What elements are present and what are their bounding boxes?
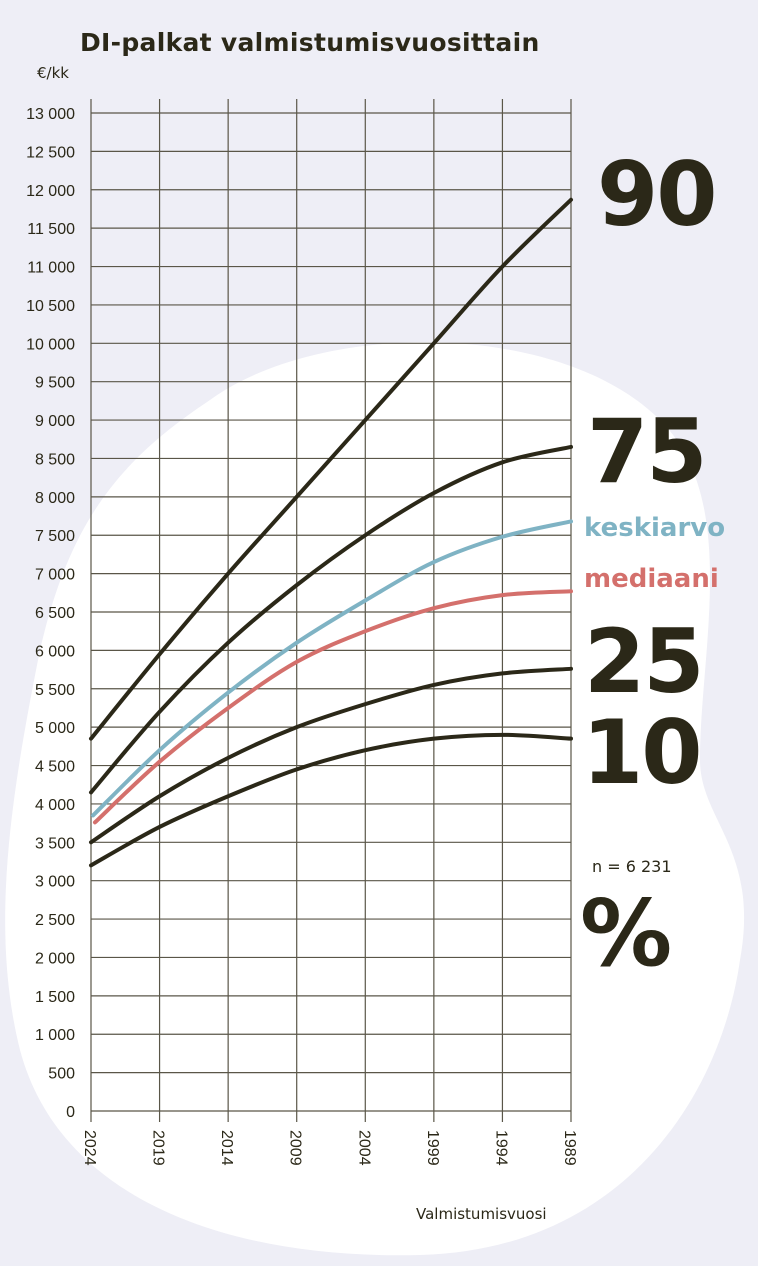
y-tick-label: 5 000 (35, 720, 75, 737)
y-tick-label: 3 000 (35, 874, 75, 891)
sample-size: n = 6 231 (592, 857, 672, 876)
y-tick-label: 2 500 (35, 912, 75, 929)
y-tick-label: 4 500 (35, 759, 75, 776)
x-tick-label: 1989 (561, 1130, 578, 1166)
x-tick-label: 2024 (81, 1130, 98, 1166)
series-line-90 (89, 197, 573, 741)
y-tick-label: 1 500 (35, 989, 75, 1006)
x-tick-label: 2014 (218, 1130, 235, 1166)
series-line-mediaani (93, 589, 573, 825)
y-tick-label: 11 000 (27, 260, 75, 277)
y-tick-label: 13 000 (26, 106, 75, 123)
x-tick-label: 2004 (355, 1130, 372, 1166)
y-tick-label: 12 000 (26, 183, 75, 200)
y-tick-label: 12 500 (26, 144, 75, 161)
y-tick-label: 9 000 (35, 413, 75, 430)
y-tick-label: 8 500 (35, 451, 75, 468)
percent-sign: % (580, 880, 673, 987)
y-tick-label: 10 000 (26, 336, 75, 353)
x-axis-label: Valmistumisvuosi (416, 1205, 547, 1223)
x-tick-label: 2019 (150, 1130, 167, 1166)
x-tick-label: 2009 (287, 1130, 304, 1166)
y-tick-label: 4 000 (35, 797, 75, 814)
y-tick-label: 9 500 (35, 375, 75, 392)
y-tick-label: 10 500 (26, 298, 75, 315)
y-tick-label: 5 500 (35, 682, 75, 699)
chart-title: DI-palkat valmistumisvuosittain (80, 28, 540, 57)
y-tick-label: 2 000 (35, 950, 75, 967)
y-axis-unit: €/kk (37, 64, 69, 82)
y-tick-label: 1 000 (35, 1027, 75, 1044)
series-label-25: 25 (584, 610, 702, 713)
series-label-keskiarvo: keskiarvo (584, 513, 725, 543)
y-tick-label: 7 500 (35, 528, 75, 545)
y-tick-label: 3 500 (35, 835, 75, 852)
series-label-10: 10 (582, 701, 700, 804)
y-tick-label: 6 500 (35, 605, 75, 622)
series-line-10 (89, 732, 573, 868)
y-tick-label: 0 (66, 1104, 75, 1121)
y-tick-label: 7 000 (35, 567, 75, 584)
y-tick-label: 8 000 (35, 490, 75, 507)
background-blob (5, 342, 745, 1256)
y-tick-label: 11 500 (27, 221, 75, 238)
y-tick-label: 500 (48, 1066, 75, 1083)
series-label-90: 90 (597, 143, 715, 246)
series-label-mediaani: mediaani (584, 564, 719, 594)
x-tick-label: 1994 (492, 1130, 509, 1166)
x-tick-label: 1999 (424, 1130, 441, 1166)
series-line-keskiarvo (91, 519, 573, 818)
y-tick-label: 6 000 (35, 643, 75, 660)
series-label-75: 75 (587, 400, 705, 503)
